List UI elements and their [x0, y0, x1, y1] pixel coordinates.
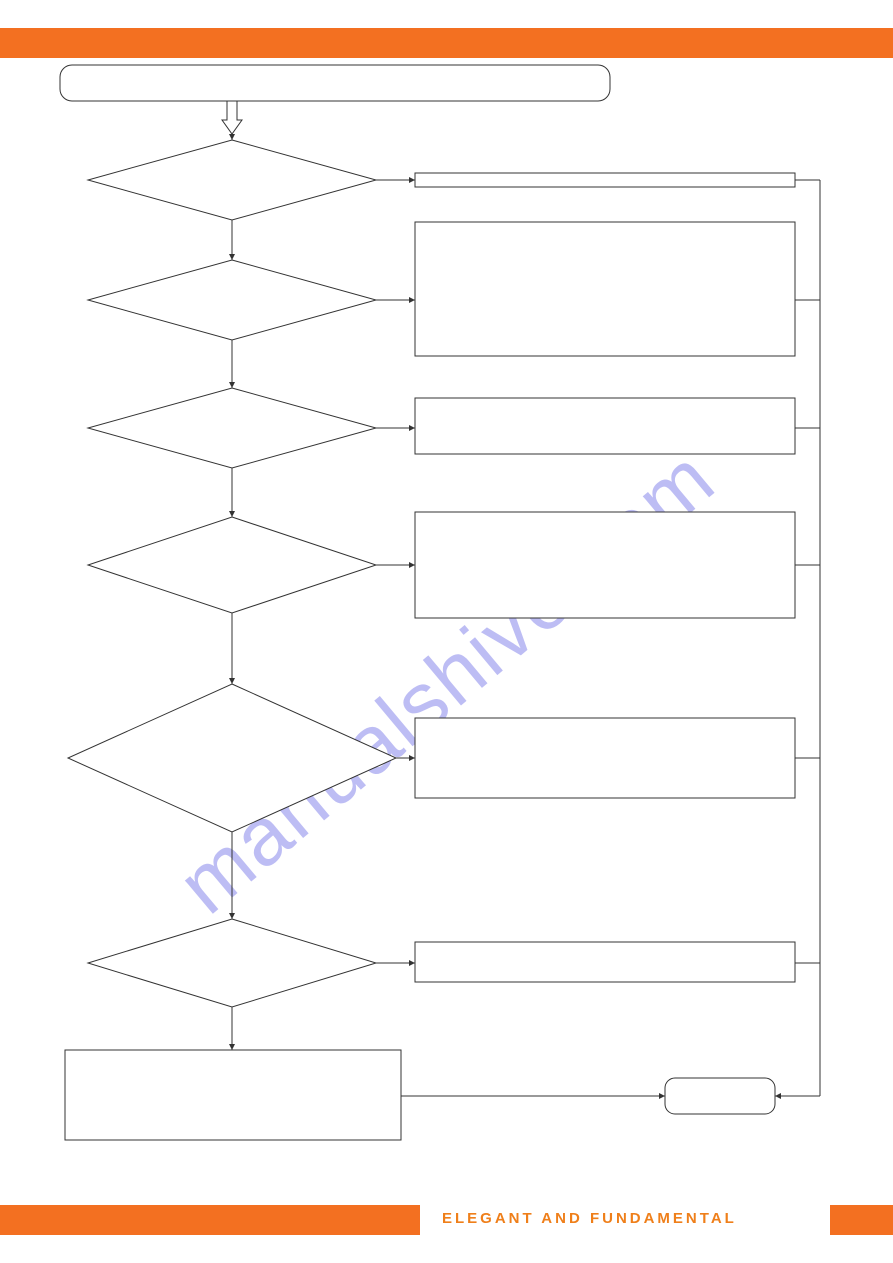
- flow-node-end: [665, 1078, 775, 1114]
- flow-node-d2: [88, 260, 376, 340]
- flow-node-r3: [415, 398, 795, 454]
- flow-arrow-e-start-arrow: [222, 101, 242, 134]
- flow-node-d6: [88, 919, 376, 1007]
- flow-node-r5: [415, 718, 795, 798]
- flow-node-r1: [415, 173, 795, 187]
- flow-node-d5: [68, 684, 396, 832]
- flow-node-d3: [88, 388, 376, 468]
- flow-node-r2: [415, 222, 795, 356]
- page-container: manualshive.com ELEGANT AND FUNDAMENTAL: [0, 0, 893, 1263]
- flow-node-final: [65, 1050, 401, 1140]
- flow-node-d4: [88, 517, 376, 613]
- flow-node-r6: [415, 942, 795, 982]
- footer-bar-left: [0, 1205, 420, 1235]
- footer-bar-right: [830, 1205, 893, 1235]
- footer-text: ELEGANT AND FUNDAMENTAL: [442, 1210, 737, 1227]
- flow-node-d1: [88, 140, 376, 220]
- flow-node-r4: [415, 512, 795, 618]
- flow-node-start: [60, 65, 610, 101]
- flowchart-canvas: [0, 0, 893, 1263]
